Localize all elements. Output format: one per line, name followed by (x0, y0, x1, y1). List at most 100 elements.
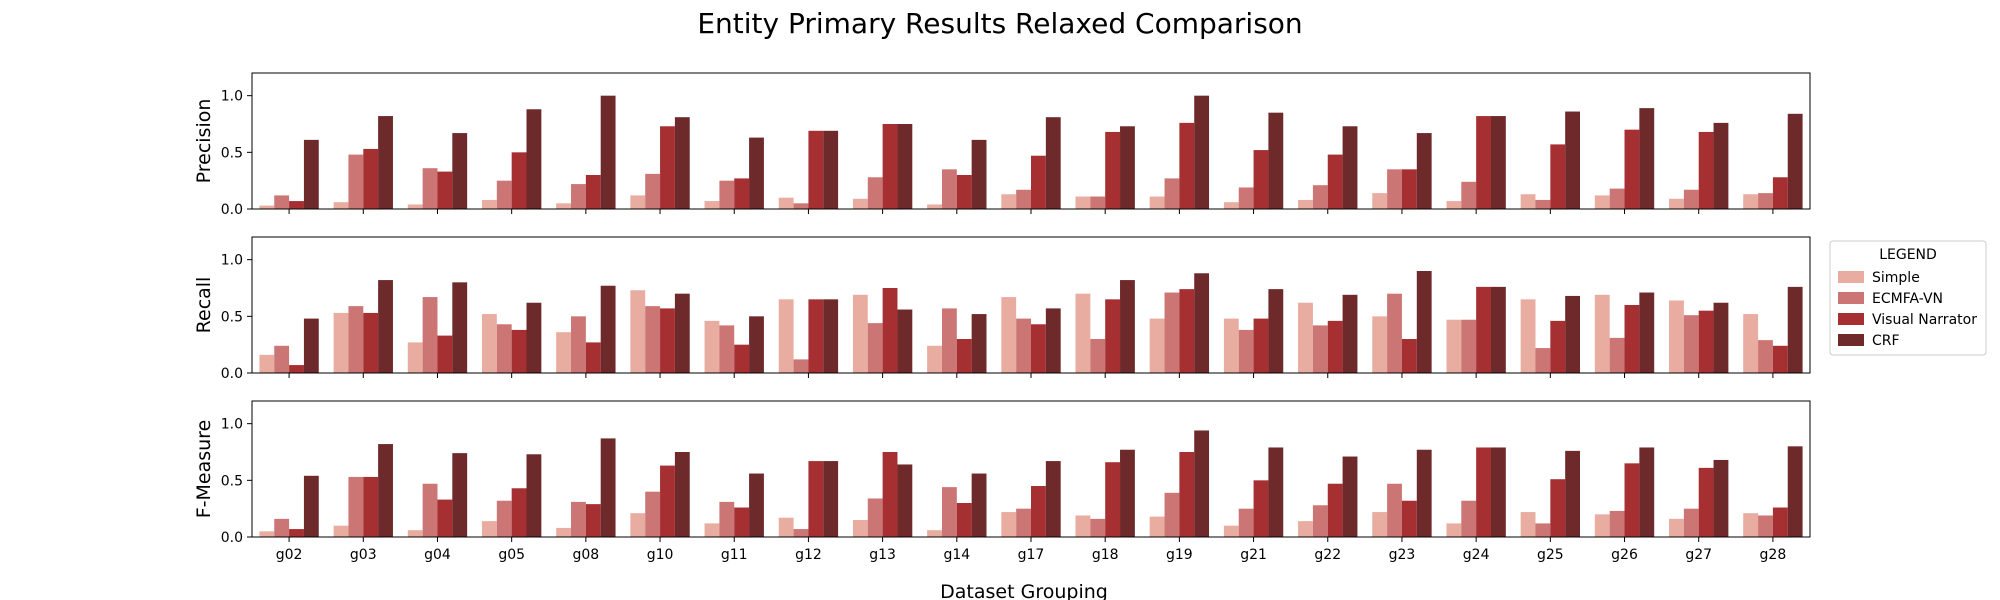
bar-simple-g04 (407, 204, 423, 209)
bar-visual-narrator-g11 (734, 178, 750, 209)
bar-visual-narrator-g26 (1624, 129, 1640, 209)
bar-crf-g12 (823, 130, 839, 209)
bar-crf-g13 (897, 464, 913, 537)
bar-visual-narrator-g05 (511, 488, 527, 537)
bar-ecmfa-vn-g03 (348, 476, 364, 537)
bar-simple-g21 (1223, 318, 1239, 373)
bar-crf-g12 (823, 461, 839, 537)
bar-visual-narrator-g14 (956, 175, 972, 209)
bar-simple-g22 (1298, 302, 1313, 373)
bar-visual-narrator-g25 (1550, 320, 1566, 373)
bar-visual-narrator-g21 (1253, 480, 1269, 537)
bar-ecmfa-vn-g11 (719, 180, 735, 209)
bar-ecmfa-vn-g23 (1387, 483, 1402, 537)
bar-crf-g26 (1639, 447, 1655, 537)
bar-crf-g14 (971, 139, 987, 209)
bar-visual-narrator-g27 (1698, 131, 1714, 209)
bar-visual-narrator-g11 (734, 507, 750, 537)
bar-simple-g18 (1075, 515, 1091, 537)
bar-visual-narrator-g26 (1624, 305, 1640, 373)
bar-simple-g24 (1446, 201, 1462, 209)
bar-simple-g21 (1223, 202, 1239, 209)
bar-ecmfa-vn-g21 (1238, 329, 1254, 373)
bar-simple-g21 (1223, 525, 1239, 537)
bar-ecmfa-vn-g21 (1238, 187, 1254, 209)
bar-simple-g03 (333, 312, 349, 373)
bar-crf-g25 (1565, 295, 1581, 373)
bar-visual-narrator-g28 (1772, 177, 1788, 209)
bar-crf-g26 (1639, 108, 1655, 209)
bar-crf-g26 (1639, 292, 1655, 373)
bar-simple-g18 (1075, 293, 1091, 373)
bar-ecmfa-vn-g02 (274, 518, 290, 537)
legend-label-visual-narrator: Visual Narrator (1872, 312, 1977, 328)
bar-ecmfa-vn-g04 (422, 483, 438, 537)
bar-visual-narrator-g19 (1179, 122, 1195, 209)
bar-visual-narrator-g22 (1327, 320, 1343, 373)
bar-crf-g13 (897, 309, 913, 373)
bar-crf-g17 (1045, 308, 1061, 373)
bar-ecmfa-vn-g23 (1387, 169, 1402, 209)
legend-label-ecmfa-vn: ECMFA-VN (1872, 291, 1943, 307)
bar-visual-narrator-g08 (585, 175, 601, 209)
x-tick-label: g27 (1685, 547, 1712, 563)
bar-visual-narrator-g05 (511, 152, 527, 209)
bar-ecmfa-vn-g12 (793, 529, 809, 537)
y-tick-label: 0.0 (221, 202, 243, 218)
bar-ecmfa-vn-g24 (1461, 181, 1477, 209)
panel-precision: 0.0 0.5 1.0 Precision (193, 72, 1811, 218)
bar-visual-narrator-g27 (1698, 467, 1714, 537)
bar-visual-narrator-g23 (1401, 339, 1417, 373)
bar-simple-g05 (481, 199, 497, 209)
bar-crf-g19 (1194, 430, 1210, 537)
bar-simple-g17 (1001, 194, 1017, 209)
bar-ecmfa-vn-g03 (348, 306, 364, 373)
bar-simple-g24 (1446, 319, 1462, 373)
bar-ecmfa-vn-g13 (867, 323, 883, 373)
bar-ecmfa-vn-g05 (496, 500, 512, 537)
x-tick-label: g08 (573, 547, 600, 563)
legend-swatch-simple (1838, 271, 1864, 283)
bar-ecmfa-vn-g22 (1312, 185, 1328, 209)
bar-crf-g21 (1268, 112, 1284, 209)
x-tick-label: g12 (795, 547, 822, 563)
bar-crf-g11 (749, 137, 764, 209)
bar-simple-g17 (1001, 512, 1017, 537)
bar-simple-g08 (556, 332, 572, 373)
bar-crf-g28 (1787, 113, 1803, 209)
bar-visual-narrator-g03 (363, 312, 379, 373)
bar-crf-g19 (1194, 273, 1210, 373)
bar-visual-narrator-g18 (1105, 299, 1121, 373)
bar-visual-narrator-g04 (437, 335, 453, 373)
bar-visual-narrator-g10 (660, 465, 675, 537)
bar-simple-g10 (630, 290, 646, 373)
x-tick-label: g26 (1611, 547, 1638, 563)
bar-visual-narrator-g02 (289, 201, 304, 209)
bar-crf-g05 (526, 454, 542, 537)
bar-crf-g21 (1268, 447, 1284, 537)
bar-simple-g05 (481, 521, 497, 537)
bar-simple-g03 (333, 202, 349, 209)
x-tick-label: g13 (869, 547, 896, 563)
bar-ecmfa-vn-g25 (1535, 523, 1551, 537)
bar-simple-g02 (259, 205, 275, 209)
y-tick-label: 1.0 (221, 89, 243, 105)
x-tick-label: g22 (1314, 547, 1341, 563)
x-tick-label: g02 (276, 547, 303, 563)
bar-simple-g23 (1372, 316, 1388, 373)
bar-crf-g02 (303, 139, 319, 209)
bar-ecmfa-vn-g10 (645, 306, 661, 373)
bar-simple-g28 (1743, 314, 1759, 373)
legend-swatch-visual-narrator (1838, 313, 1864, 325)
x-tick-label: g19 (1166, 547, 1193, 563)
bar-simple-g25 (1520, 512, 1536, 537)
bar-visual-narrator-g22 (1327, 154, 1343, 209)
bar-ecmfa-vn-g22 (1312, 325, 1328, 373)
bar-ecmfa-vn-g08 (571, 316, 586, 373)
bar-ecmfa-vn-g17 (1016, 189, 1031, 209)
bar-ecmfa-vn-g17 (1016, 318, 1031, 373)
x-tick-label: g24 (1463, 547, 1490, 563)
bar-visual-narrator-g19 (1179, 452, 1195, 537)
x-tick-label: g11 (721, 547, 748, 563)
bar-crf-g12 (823, 299, 839, 373)
